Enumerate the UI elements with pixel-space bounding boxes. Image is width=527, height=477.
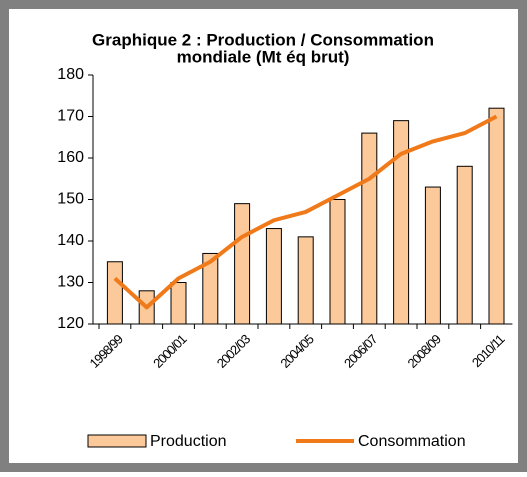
bar bbox=[488, 107, 505, 325]
legend-label: Consommation bbox=[358, 433, 466, 450]
y-tick-label: 130 bbox=[57, 274, 84, 291]
chart-title: mondiale (Mt éq brut) bbox=[177, 47, 350, 66]
bar bbox=[265, 228, 282, 325]
bar bbox=[170, 282, 187, 325]
bar bbox=[361, 132, 378, 325]
legend-label: Production bbox=[150, 433, 227, 450]
bar bbox=[456, 165, 473, 325]
y-tick-label: 150 bbox=[57, 191, 84, 208]
bar bbox=[106, 261, 123, 325]
bar bbox=[329, 199, 346, 325]
bar bbox=[234, 203, 251, 325]
bar bbox=[393, 120, 410, 325]
legend-swatch bbox=[87, 434, 147, 448]
y-tick-label: 160 bbox=[57, 149, 84, 166]
bar bbox=[297, 236, 314, 325]
y-tick-label: 140 bbox=[57, 232, 84, 249]
line bbox=[113, 114, 498, 310]
y-tick-label: 120 bbox=[57, 315, 84, 332]
bar bbox=[424, 186, 441, 325]
panel bbox=[9, 9, 518, 463]
y-tick-label: 170 bbox=[57, 108, 84, 125]
y-tick-label: 180 bbox=[57, 66, 84, 83]
chart-title: Graphique 2 : Production / Consommation bbox=[92, 30, 434, 49]
bar bbox=[202, 252, 219, 325]
